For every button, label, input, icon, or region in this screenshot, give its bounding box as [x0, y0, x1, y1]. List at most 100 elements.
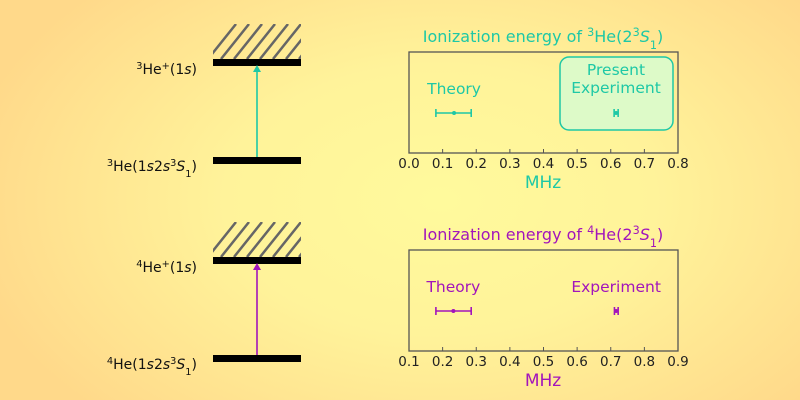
x-tick-label: 0.0 [398, 156, 419, 172]
text-part: S [176, 159, 185, 175]
energy-level-diagram-he4: 4He+(1s)4He(1s2s3S1) [107, 222, 340, 378]
hatch-line [220, 24, 250, 59]
arrow-head-icon [253, 65, 261, 72]
data-point-marker [614, 309, 619, 313]
hatch-line [246, 222, 276, 257]
text-part: 3 [633, 26, 640, 39]
x-tick-label: 0.2 [466, 156, 487, 172]
lower-level-label: 3He(1s2s3S1) [107, 158, 197, 180]
text-part: s [147, 159, 154, 175]
text-part: ) [657, 27, 663, 46]
x-tick-label: 0.8 [634, 354, 655, 370]
text-part: 2 [154, 357, 163, 373]
data-point-marker [452, 111, 457, 115]
text-part: s [184, 62, 191, 78]
text-part: He(1 [113, 357, 147, 373]
lower-level-label: 4He(1s2s3S1) [107, 356, 197, 378]
text-part: 3 [170, 356, 176, 367]
text-part: s [147, 357, 154, 373]
text-part: 4 [107, 356, 113, 367]
chart-title: Ionization energy of 4He(23S1) [423, 224, 663, 250]
energy-level-diagram-he3: 3He+(1s)3He(1s2s3S1) [107, 24, 301, 180]
x-axis-label: MHz [525, 173, 561, 193]
hatch-line [298, 252, 301, 257]
text-part: He(2 [594, 225, 632, 244]
chart-he4: Ionization energy of 4He(23S1) 0.1 0.2 0.3 0… [398, 224, 688, 392]
text-part: 3 [633, 224, 640, 237]
hatch-line [272, 222, 301, 257]
data-point-theory: Theory [426, 80, 481, 117]
text-part: ) [192, 357, 197, 373]
hatch-line [233, 222, 263, 257]
chart-he3: Ionization energy of 3He(23S1)0.0 0.1 0.2 0… [398, 26, 688, 194]
x-axis-label: MHz [525, 371, 561, 391]
x-tick-label: 0.1 [432, 156, 453, 172]
hatch-line [285, 38, 301, 59]
x-tick-label: 0.9 [667, 354, 688, 370]
hatch-line [259, 222, 289, 257]
point-label: Experiment [571, 278, 661, 296]
data-point-marker [451, 309, 456, 313]
text-part: ) [192, 62, 197, 78]
text-part: 2 [154, 159, 163, 175]
point-label: Present [587, 61, 645, 79]
text-part: 3 [136, 61, 142, 72]
arrow-head-icon [253, 263, 261, 270]
x-tick-label: 0.3 [499, 156, 520, 172]
data-point-marker [614, 111, 619, 115]
text-part: He [143, 260, 162, 276]
continuum-hatch [213, 24, 301, 59]
hatch-line [298, 54, 301, 59]
text-part: He [143, 62, 162, 78]
point-label: Theory [426, 80, 481, 98]
text-part: Ionization energy of [423, 225, 587, 244]
text-part: s [163, 159, 170, 175]
text-part: S [640, 225, 650, 244]
text-part: (1 [170, 62, 184, 78]
ionization-level-bar [213, 257, 301, 264]
x-tick-label: 0.6 [600, 156, 621, 172]
x-tick-label: 0.7 [634, 156, 655, 172]
metastable-level-bar [213, 157, 301, 164]
x-tick-label: 0.6 [566, 354, 587, 370]
x-tick-label: 0.1 [398, 354, 419, 370]
text-part: s [163, 357, 170, 373]
text-part: 3 [170, 158, 176, 169]
highlight-box [559, 56, 674, 131]
text-part: 3 [107, 158, 113, 169]
hatch-line [312, 222, 340, 257]
text-part: + [162, 259, 170, 270]
text-part: S [640, 27, 650, 46]
upper-level-label: 4He+(1s) [136, 259, 197, 277]
hatch-line [285, 236, 301, 257]
text-part: ) [657, 225, 663, 244]
x-tick-label: 0.7 [600, 354, 621, 370]
plot-frame [408, 249, 679, 352]
text-part: S [176, 357, 185, 373]
x-tick-label: 0.4 [533, 156, 554, 172]
text-part: 4 [136, 259, 142, 270]
text-part: s [184, 260, 191, 276]
continuum-hatch [213, 222, 340, 257]
text-part: He(2 [594, 27, 632, 46]
point-label: Experiment [571, 79, 661, 97]
text-part: ) [192, 159, 197, 175]
text-part: + [162, 61, 170, 72]
upper-level-label: 3He+(1s) [136, 61, 197, 79]
text-part: 4 [587, 224, 594, 237]
metastable-level-bar [213, 355, 301, 362]
text-part: He(1 [113, 159, 147, 175]
x-tick-label: 0.3 [466, 354, 487, 370]
x-tick-label: 0.5 [566, 156, 587, 172]
hatch-line [213, 24, 237, 55]
hatch-line [246, 24, 276, 59]
hatch-line [213, 222, 237, 253]
text-part: 1 [185, 367, 191, 378]
hatch-line [259, 24, 289, 59]
data-point-experiment: Experiment [571, 278, 661, 315]
hatch-line [233, 24, 263, 59]
text-part: 1 [650, 237, 657, 250]
text-part: 1 [185, 169, 191, 180]
